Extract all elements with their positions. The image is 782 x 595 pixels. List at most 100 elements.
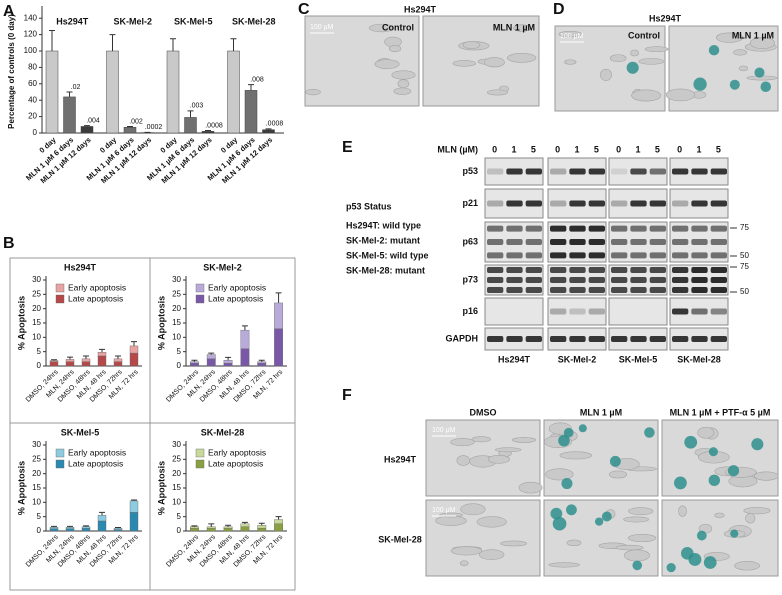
cell <box>393 87 412 95</box>
cell <box>476 516 507 528</box>
bar-segment <box>240 526 250 532</box>
blot-band <box>649 267 666 273</box>
y-tick-label: 0 <box>177 361 182 370</box>
blot-band <box>710 287 727 293</box>
p-value: .0008 <box>266 121 284 128</box>
y-tick-label: 5 <box>177 512 182 521</box>
bar-segment <box>257 527 267 532</box>
dose-label: 0 <box>492 144 497 154</box>
legend-label: Early apoptosis <box>68 282 126 292</box>
error-bar <box>191 359 198 362</box>
cell <box>460 503 486 516</box>
status-item: SK-Mel-5: wild type <box>346 250 429 260</box>
bar-segment <box>97 355 107 367</box>
legend-label: Late apoptosis <box>208 293 263 303</box>
error-bar <box>49 30 55 51</box>
column-header: DMSO <box>470 407 497 417</box>
blot-band <box>691 200 708 207</box>
marker-label: 50 <box>740 287 749 296</box>
blot-band <box>525 336 542 342</box>
blot-band <box>672 308 689 315</box>
cell <box>450 438 475 447</box>
error-bar <box>265 128 272 130</box>
cell <box>459 560 469 567</box>
row-label: SK-Mel-28 <box>378 534 422 544</box>
blot-band <box>649 336 666 342</box>
error-bar <box>127 125 133 128</box>
blot-band <box>710 200 727 207</box>
group-label: Hs294T <box>56 16 89 26</box>
cell <box>559 451 593 460</box>
blot-band <box>525 239 542 245</box>
stained-cell <box>703 556 717 569</box>
blot-band <box>506 287 523 293</box>
y-tick-label: 60 <box>28 79 37 88</box>
blot-band <box>525 287 542 293</box>
blot-band <box>649 287 666 293</box>
cell <box>494 447 522 453</box>
blot-band <box>550 287 567 293</box>
cell <box>623 549 650 562</box>
y-tick-label: 0 <box>37 526 42 535</box>
blot-band <box>630 200 647 207</box>
bar-segment <box>240 523 250 527</box>
bar-segment <box>223 362 233 367</box>
bar-segment <box>240 329 250 349</box>
y-tick-label: 0 <box>177 526 182 535</box>
blot-panel <box>608 297 668 326</box>
blot-band <box>487 252 504 259</box>
cell <box>600 68 612 81</box>
dose-label: 5 <box>655 144 660 154</box>
y-tick-label: 20 <box>172 304 181 313</box>
blot-band <box>525 267 542 273</box>
bar-segment <box>129 345 139 354</box>
bar-segment <box>49 527 59 529</box>
error-bar <box>241 325 248 331</box>
blot-band <box>487 239 504 245</box>
micrograph <box>425 499 541 577</box>
status-item: Hs294T: wild type <box>346 220 421 230</box>
bar-segment <box>190 362 199 367</box>
group-label: SK-Mel-2 <box>113 16 152 26</box>
chart-title: SK-Mel-28 <box>201 427 245 437</box>
error-bar <box>241 521 248 524</box>
blot-band <box>569 225 586 232</box>
error-bar <box>84 125 90 127</box>
cell <box>558 30 582 38</box>
error-bar <box>208 523 215 527</box>
blot-band <box>630 267 647 273</box>
bar-segment <box>223 527 233 532</box>
stained-cell <box>566 504 577 516</box>
bar-segment <box>206 354 216 360</box>
y-tick-label: 0 <box>33 128 38 137</box>
dose-label: 1 <box>574 144 579 154</box>
p-value: .004 <box>86 117 100 124</box>
blot-band <box>588 225 605 232</box>
scale-bar-label: 100 µM <box>560 33 584 40</box>
protein-label: p21 <box>462 198 478 208</box>
protein-label: p53 <box>462 166 478 176</box>
cell <box>631 89 662 102</box>
legend-label: Early apoptosis <box>68 447 126 457</box>
y-tick-label: 40 <box>28 95 37 104</box>
blot-band <box>588 336 605 342</box>
y-tick-label: 20 <box>32 469 41 478</box>
p-value: .002 <box>129 118 143 125</box>
p-value: .008 <box>250 76 264 83</box>
legend-swatch <box>195 448 205 458</box>
error-bar <box>131 499 137 501</box>
blot-band <box>550 277 567 283</box>
blot-band <box>569 200 586 207</box>
bar-segment <box>129 512 139 532</box>
blot-band <box>691 225 708 232</box>
cell <box>733 49 748 56</box>
cell <box>697 426 715 439</box>
blot-band <box>506 168 523 175</box>
cell <box>456 455 471 466</box>
panel-title: Hs294T <box>404 4 437 14</box>
panel-letter: D <box>553 1 565 18</box>
cell <box>678 505 687 517</box>
bar-segment <box>49 528 59 532</box>
stained-cell <box>632 560 643 571</box>
stained-cell <box>552 516 567 531</box>
